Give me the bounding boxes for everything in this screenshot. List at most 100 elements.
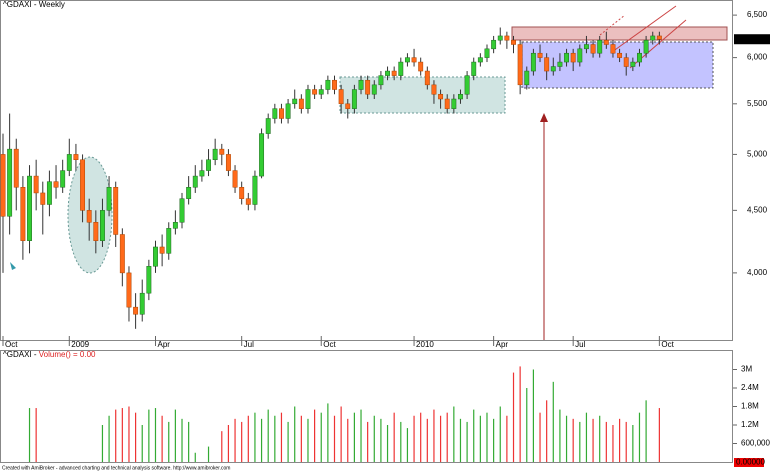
candle-body [172, 222, 178, 229]
candle-body [623, 57, 629, 67]
volume-y-tick-label: 3M [741, 365, 752, 374]
candle-body [345, 103, 351, 109]
candle-body [318, 89, 324, 95]
candle-body [212, 148, 218, 160]
candle-body [477, 57, 483, 63]
candle-body [126, 272, 132, 308]
candle-body [100, 210, 105, 241]
candle-body [259, 133, 265, 177]
volume-title: ^GDAXI - Volume() = 0.00 [3, 350, 96, 359]
candle-body [365, 79, 371, 95]
candle-body [298, 98, 304, 109]
candle-body [312, 89, 318, 95]
volume-pane [0, 350, 733, 463]
candle-body [358, 79, 364, 90]
candle-body [265, 118, 271, 134]
candle-body [385, 70, 390, 76]
candle-body [610, 44, 616, 54]
volume-y-tick-label: 600,000 [741, 439, 770, 448]
candle-body [192, 175, 198, 188]
volume-y-tick-label: 2.4M [741, 383, 759, 392]
candle-body [630, 61, 636, 67]
candle-body [113, 187, 119, 235]
candle-body [179, 198, 185, 223]
x-tick-label: Oct [323, 340, 336, 349]
x-tick-label: Apr [496, 340, 509, 349]
x-tick-label: Oct [5, 340, 18, 349]
candle-body [438, 93, 444, 100]
arrow-head [540, 113, 548, 122]
volume-last-box [734, 458, 764, 467]
candle-body [537, 52, 543, 58]
candle-body [418, 61, 424, 72]
candle-body [53, 181, 59, 188]
candle-body [570, 52, 576, 63]
candle-body [597, 39, 603, 54]
candle-body [166, 228, 172, 254]
candle-body [464, 75, 470, 95]
candle-body [33, 175, 39, 194]
candle-body [73, 154, 79, 160]
footer: Created with AmiBroker - advanced charti… [2, 465, 230, 471]
candle-body [504, 35, 510, 41]
candle-body [119, 234, 125, 274]
candle-body [351, 89, 357, 109]
candle-body [139, 292, 145, 315]
candle-body [338, 89, 344, 105]
chart-title: ^GDAXI - Weekly [3, 0, 65, 9]
x-tick-label: 2010 [416, 340, 434, 349]
candle-body [590, 44, 596, 54]
candle-body [577, 48, 583, 63]
candle-body [371, 84, 377, 95]
candle-body [511, 39, 516, 45]
candle-body [444, 98, 450, 109]
candle-body [20, 187, 26, 241]
candle-body [391, 70, 397, 76]
candle-body [27, 175, 32, 241]
candle-body [404, 57, 410, 63]
candle-body [245, 198, 251, 205]
candle-body [643, 39, 649, 54]
candle-body [637, 52, 642, 63]
x-tick-label: Oct [661, 340, 674, 349]
candle-body [159, 246, 165, 254]
candle-body [491, 39, 497, 50]
candle-body [458, 93, 463, 100]
y-tick-label: 4,500 [747, 205, 768, 214]
candle-body [471, 61, 477, 76]
candle-body [80, 159, 86, 211]
y-tick-label: 6,000 [747, 53, 768, 62]
candle-body [252, 175, 258, 205]
candle-body [272, 108, 278, 119]
volume-title-main: Volume() = 0.00 [39, 350, 96, 359]
candle-body [40, 192, 46, 205]
candle-body [106, 187, 112, 211]
candle-body [133, 306, 139, 315]
candle-body [66, 154, 72, 171]
x-tick-label: Jul [244, 340, 254, 349]
last-value-label: 6,211.34 [736, 34, 767, 43]
candle-body [232, 170, 238, 188]
candle-body [186, 187, 192, 199]
candle-body [557, 61, 563, 67]
x-tick-label: 2009 [71, 340, 89, 349]
candle-body [60, 170, 66, 188]
candle-body [0, 154, 6, 217]
candle-body [398, 61, 404, 76]
candle-body [285, 103, 291, 119]
candle-body [517, 44, 523, 86]
candle-body [544, 57, 550, 72]
x-tick-label: Apr [157, 340, 170, 349]
candle-body [292, 98, 298, 105]
candle-body [219, 148, 225, 155]
volume-y-tick-label: 1.8M [741, 402, 759, 411]
candle-body [225, 154, 231, 171]
y-tick-label: 5,000 [747, 150, 768, 159]
range-box [339, 76, 506, 114]
candle-body [524, 70, 530, 86]
y-tick-label: 6,500 [747, 10, 768, 19]
candle-body [378, 75, 384, 86]
candle-body [46, 181, 52, 205]
candle-body [530, 52, 536, 72]
